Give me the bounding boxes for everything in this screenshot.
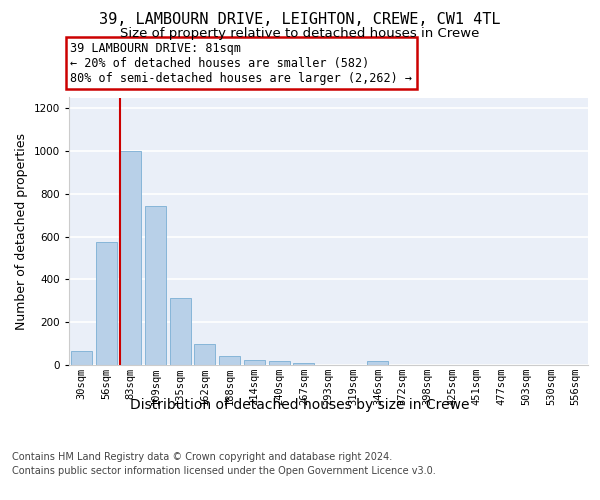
Text: Size of property relative to detached houses in Crewe: Size of property relative to detached ho… [121, 28, 479, 40]
Bar [170, 298, 191, 365]
Bar [244, 360, 265, 365]
Text: 39, LAMBOURN DRIVE, LEIGHTON, CREWE, CW1 4TL: 39, LAMBOURN DRIVE, LEIGHTON, CREWE, CW1… [99, 12, 501, 28]
Bar [194, 344, 215, 365]
Y-axis label: Number of detached properties: Number of detached properties [15, 132, 28, 330]
Bar [293, 363, 314, 365]
Bar [269, 360, 290, 365]
Bar [145, 206, 166, 365]
Bar [219, 356, 240, 365]
Bar [71, 351, 92, 365]
Bar [120, 151, 141, 365]
Text: Contains HM Land Registry data © Crown copyright and database right 2024.: Contains HM Land Registry data © Crown c… [12, 452, 392, 462]
Text: Contains public sector information licensed under the Open Government Licence v3: Contains public sector information licen… [12, 466, 436, 476]
Text: 39 LAMBOURN DRIVE: 81sqm
← 20% of detached houses are smaller (582)
80% of semi-: 39 LAMBOURN DRIVE: 81sqm ← 20% of detach… [70, 42, 412, 84]
Text: Distribution of detached houses by size in Crewe: Distribution of detached houses by size … [130, 398, 470, 411]
Bar [95, 242, 116, 365]
Bar [367, 360, 388, 365]
